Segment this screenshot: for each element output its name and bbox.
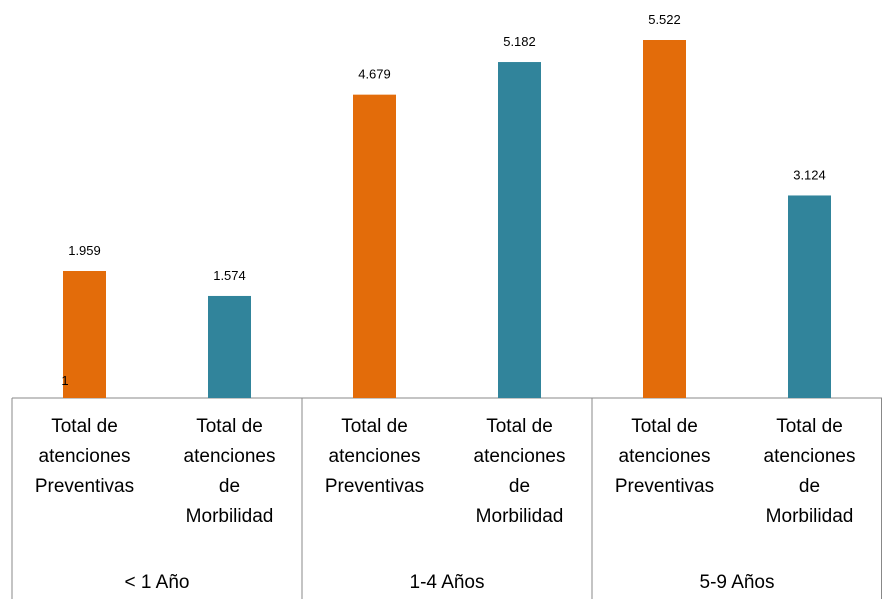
bar [208,295,251,398]
value-label: 4.679 [358,67,391,82]
bar [788,195,831,398]
group-label: 1-4 Años [409,572,485,593]
category-label: Total de atenciones Preventivas [34,416,135,497]
bar [498,62,541,399]
group-label: < 1 Año [124,572,190,593]
category-label: Total de atenciones de Morbilidad [763,416,856,527]
bar [63,270,106,398]
value-label: 1.574 [213,268,246,283]
category-label: Total de atenciones de Morbilidad [473,416,566,527]
annotation: 1 [61,373,68,388]
value-label: 5.522 [648,12,681,27]
bar [643,40,686,398]
value-label: 5.182 [503,34,536,49]
category-label: Total de atenciones de Morbilidad [183,416,276,527]
category-label: Total de atenciones Preventivas [614,416,715,497]
value-label: 1.959 [68,243,101,258]
value-label: 3.124 [793,167,826,182]
category-label: Total de atenciones Preventivas [324,416,425,497]
bar [353,94,396,399]
group-label: 5-9 Años [699,572,775,593]
